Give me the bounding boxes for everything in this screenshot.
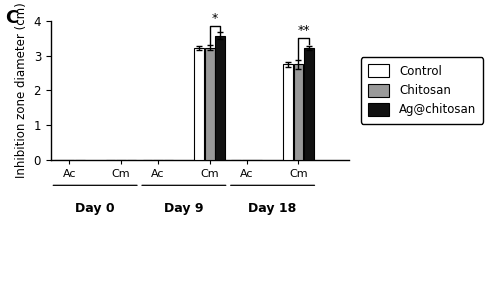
Bar xyxy=(304,48,314,160)
Bar xyxy=(205,48,214,160)
Text: Day 0: Day 0 xyxy=(76,202,115,215)
Y-axis label: Inhibition zone diameter (cm): Inhibition zone diameter (cm) xyxy=(15,3,28,178)
Text: Day 9: Day 9 xyxy=(164,202,203,215)
Bar xyxy=(194,48,204,160)
Legend: Control, Chitosan, Ag@chitosan: Control, Chitosan, Ag@chitosan xyxy=(361,57,483,124)
Bar xyxy=(283,64,293,160)
Text: C: C xyxy=(5,9,18,27)
Text: **: ** xyxy=(298,24,310,37)
Bar xyxy=(216,36,225,160)
Bar xyxy=(294,64,304,160)
Text: *: * xyxy=(212,12,218,25)
Text: Day 18: Day 18 xyxy=(248,202,296,215)
